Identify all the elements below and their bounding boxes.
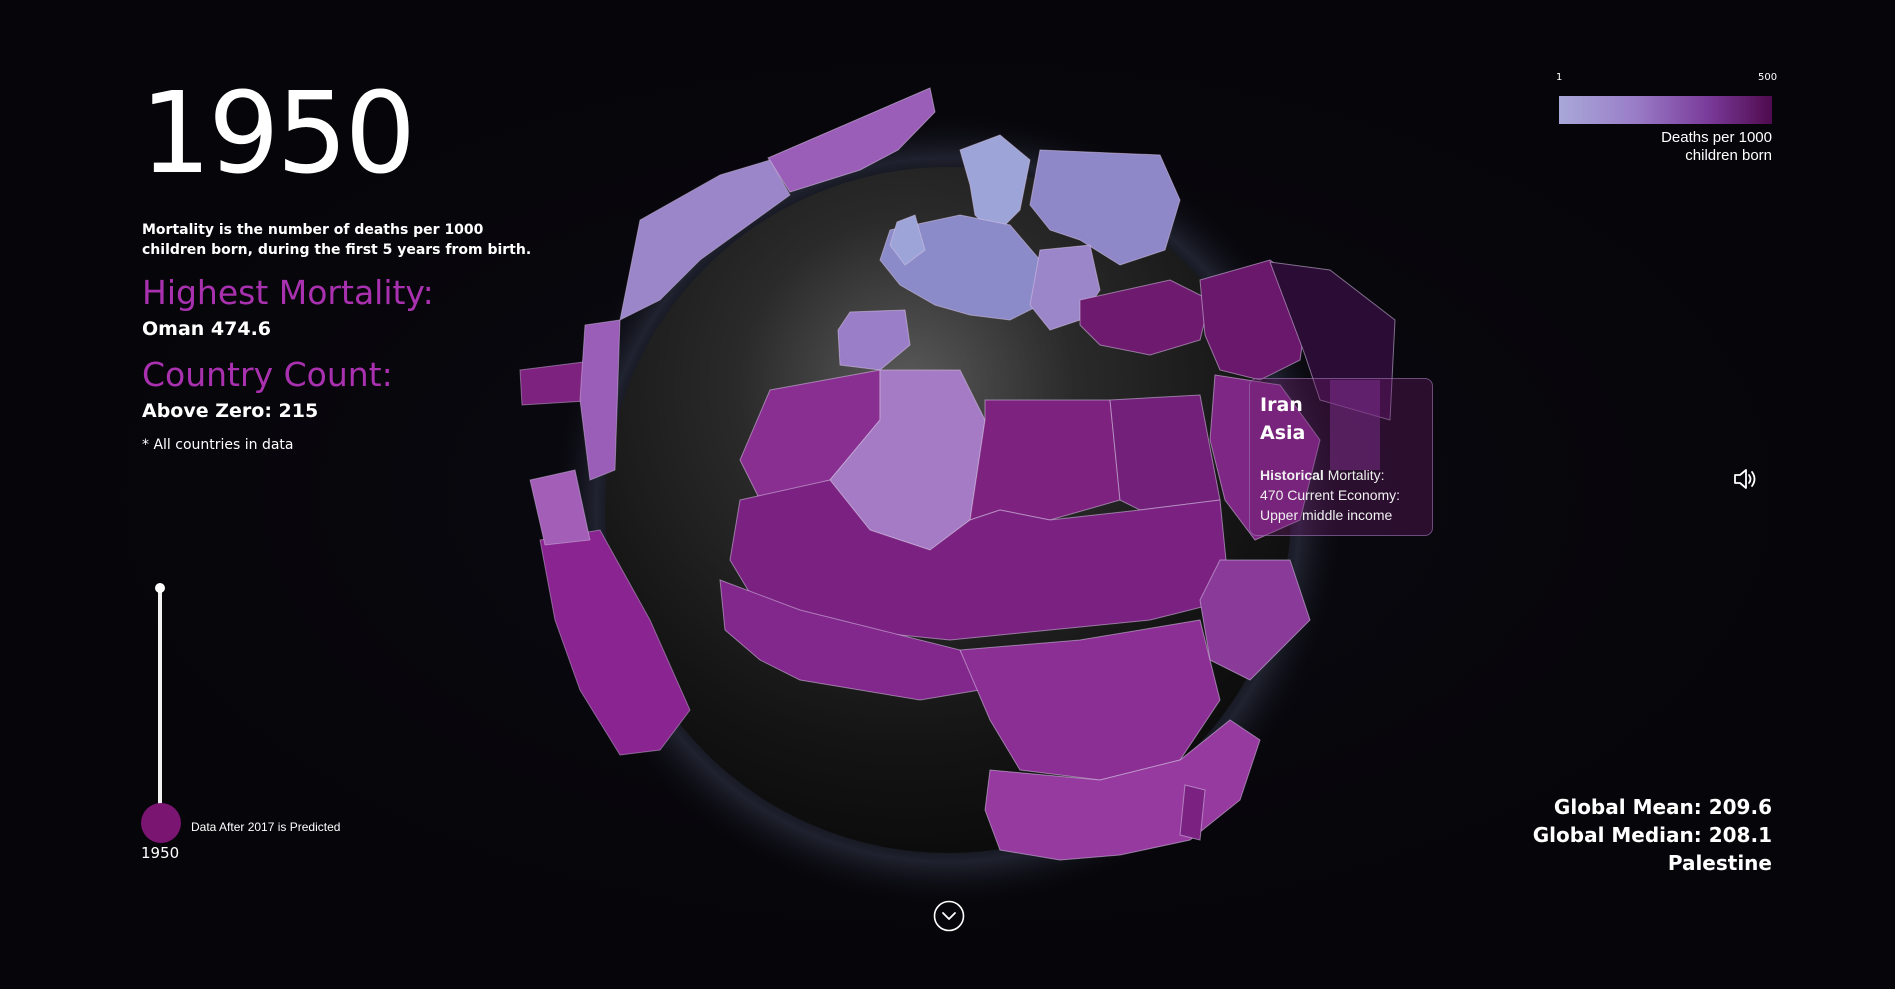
global-mean: Global Mean: 209.6 [1553, 795, 1772, 819]
tooltip-label-bold: Historical [1260, 467, 1324, 483]
timeline-end-marker [155, 583, 165, 593]
highest-mortality-value: Oman 474.6 [142, 318, 272, 340]
country-tooltip: Iran Asia Historical Mortality: 470 Curr… [1249, 378, 1433, 536]
country-south-america-limb [539, 529, 691, 756]
country-russia [1029, 149, 1181, 266]
tooltip-body: Historical Mortality: 470 Current Econom… [1260, 465, 1422, 525]
legend-min-label: 1 [1556, 72, 1563, 83]
timeline-track[interactable] [158, 588, 162, 810]
country-count-value: Above Zero: 215 [142, 400, 319, 422]
americas-limb[interactable] [519, 159, 791, 756]
country-central-america-limb [579, 319, 621, 481]
legend-title-line1: Deaths per 1000 [1661, 129, 1772, 146]
country-turkey [1079, 279, 1211, 356]
country-count-heading: Country Count: [142, 355, 393, 394]
legend-title-line2: children born [1685, 147, 1772, 164]
country-madagascar [1179, 784, 1206, 841]
timeline-predicted-note: Data After 2017 is Predicted [191, 820, 341, 834]
country-andes-limb [529, 469, 591, 546]
global-median: Global Median: 208.1 [1532, 823, 1772, 847]
legend-max-label: 500 [1758, 72, 1778, 83]
tooltip-line2: 470 Current Economy: [1260, 487, 1401, 503]
mortality-description: Mortality is the number of deaths per 10… [142, 222, 532, 258]
country-horn-of-africa [1199, 559, 1311, 681]
speaker-icon[interactable] [1730, 464, 1760, 494]
country-shapes[interactable] [719, 87, 1396, 861]
legend-color-bar [1559, 96, 1772, 124]
country-arabia [1209, 374, 1321, 541]
country-scandinavia [959, 134, 1031, 236]
tooltip-line3: Upper middle income [1260, 507, 1393, 523]
current-year-title: 1950 [140, 69, 416, 199]
country-greenland [767, 87, 936, 193]
country-libya [969, 399, 1121, 521]
country-egypt [1109, 394, 1221, 511]
highest-mortality-heading: Highest Mortality: [142, 273, 434, 312]
tooltip-hover-highlight [1330, 380, 1380, 470]
tooltip-label-rest: Mortality: [1327, 467, 1385, 483]
timeline-year-label: 1950 [141, 844, 180, 862]
country-north-america-limb [619, 159, 791, 321]
chevron-down-icon[interactable] [933, 900, 965, 932]
tooltip-region: Asia [1260, 422, 1306, 444]
timeline-handle[interactable] [141, 803, 181, 843]
legend-title: Deaths per 1000 children born [1600, 129, 1772, 165]
country-uk [889, 214, 926, 266]
hovered-country-name: Palestine [1667, 851, 1772, 875]
footnote-text: * All countries in data [142, 437, 294, 453]
tooltip-country: Iran [1260, 394, 1303, 416]
country-west-africa [719, 579, 981, 701]
